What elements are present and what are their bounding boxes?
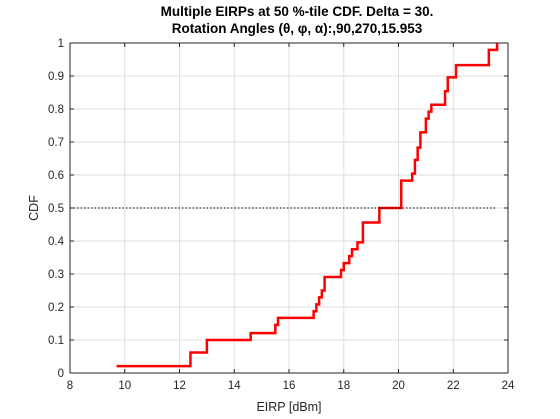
series-layer <box>70 43 499 368</box>
y-axis-label: CDF <box>27 195 41 221</box>
y-tick-label-3: 0.3 <box>48 269 64 281</box>
x-tick-label-0: 8 <box>67 380 73 392</box>
y-axis-ticks: 0 0.1 0.2 0.3 0.4 0.5 0.6 0.7 0.8 0.9 1 <box>48 38 508 380</box>
x-tick-label-2: 12 <box>173 380 186 392</box>
x-tick-label-5: 18 <box>337 380 350 392</box>
y-tick-label-10: 1 <box>58 38 64 50</box>
y-tick-label-5: 0.5 <box>48 203 64 215</box>
x-axis-ticks: 8 10 12 14 16 18 20 22 24 <box>67 43 515 392</box>
chart-title-line2: Rotation Angles (θ, φ, α):,90,270,15.953 <box>172 21 423 36</box>
y-tick-label-0: 0 <box>58 368 64 380</box>
x-tick-label-7: 22 <box>447 380 460 392</box>
x-tick-label-1: 10 <box>118 380 131 392</box>
cdf-stairs-line <box>116 43 499 368</box>
chart-title-line1: Multiple EIRPs at 50 %-tile CDF. Delta =… <box>161 4 434 19</box>
y-tick-label-2: 0.2 <box>48 302 64 314</box>
y-tick-label-8: 0.8 <box>48 104 64 116</box>
y-tick-label-9: 0.9 <box>48 71 64 83</box>
x-axis-label: EIRP [dBm] <box>256 400 321 414</box>
y-tick-label-6: 0.6 <box>48 170 64 182</box>
x-tick-label-3: 14 <box>228 380 241 392</box>
x-tick-label-4: 16 <box>283 380 296 392</box>
y-tick-label-4: 0.4 <box>48 236 65 248</box>
grid-lines <box>69 42 509 374</box>
y-tick-label-1: 0.1 <box>48 335 64 347</box>
x-tick-label-8: 24 <box>502 380 515 392</box>
x-tick-label-6: 20 <box>392 380 405 392</box>
y-tick-label-7: 0.7 <box>48 137 64 149</box>
